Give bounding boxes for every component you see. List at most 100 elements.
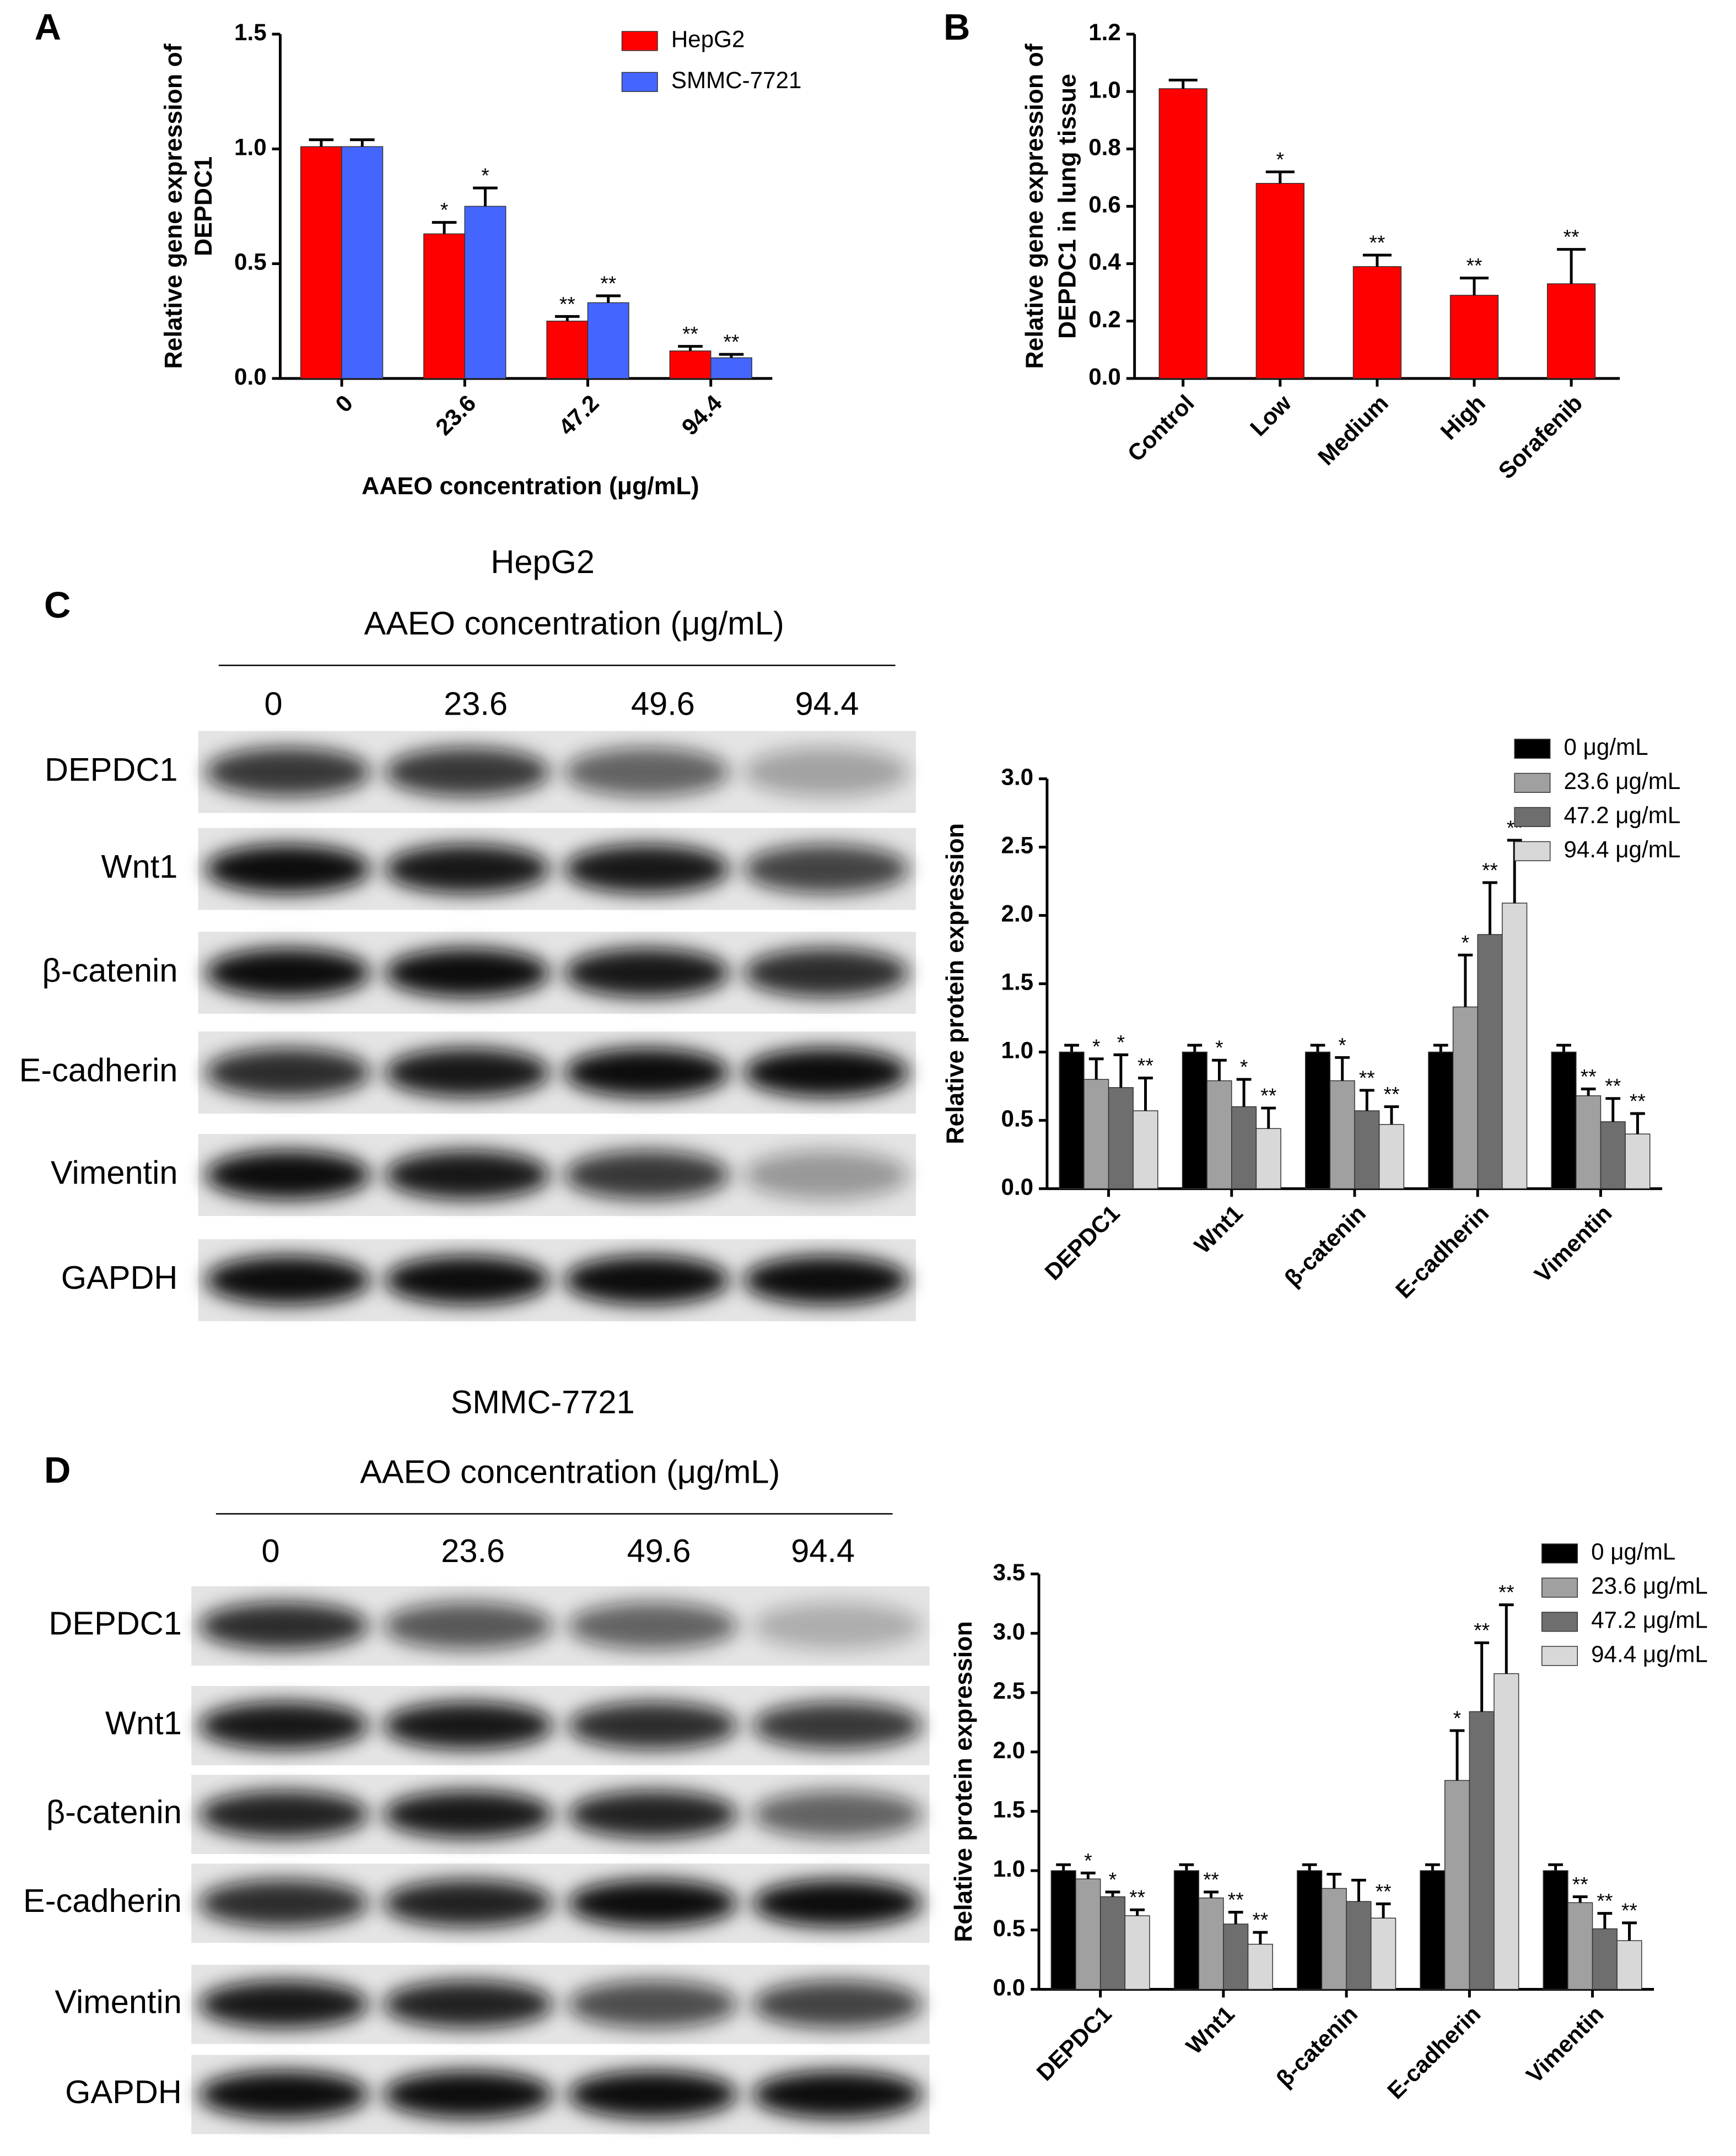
y-tick-label: 0.0 <box>993 1975 1026 2001</box>
y-tick-label: 0.0 <box>1088 364 1121 390</box>
error-bar <box>1630 1112 1645 1134</box>
blot-band <box>752 1701 923 1750</box>
blot-band <box>205 747 371 797</box>
x-tick-label: Wnt1 <box>1189 1200 1248 1258</box>
bar <box>1567 1902 1593 1990</box>
x-tick-label: DEPDC1 <box>1032 2001 1117 2085</box>
y-tick-label: 1.5 <box>1001 969 1034 995</box>
error-bar <box>1474 1641 1490 1712</box>
bar <box>1050 1870 1076 1990</box>
significance: ** <box>1359 1066 1375 1089</box>
blot-band <box>383 1602 553 1650</box>
y-tick-label: 0.0 <box>1001 1174 1034 1200</box>
blot-row-label: β-catenin <box>46 1793 182 1830</box>
legend-swatch <box>1514 807 1551 827</box>
blot-row-label: DEPDC1 <box>45 751 177 788</box>
y-tick-label: 0.6 <box>1088 192 1121 218</box>
bar <box>1546 283 1596 379</box>
error-bar <box>1458 953 1473 1007</box>
bar <box>1449 295 1499 379</box>
y-axis-label: Relative gene expression of <box>160 44 187 369</box>
bar <box>1304 1051 1331 1190</box>
blot-band <box>205 1150 371 1200</box>
blot-band <box>743 1150 909 1200</box>
blot-band <box>205 948 371 998</box>
legend-swatch <box>1541 1612 1578 1632</box>
error-bar <box>309 138 334 147</box>
y-tick-label: 2.0 <box>1001 901 1034 927</box>
significance: ** <box>682 322 698 345</box>
legend-swatch <box>621 31 658 51</box>
y-axis-label: Relative protein expression <box>942 823 969 1144</box>
legend-label: 94.4 μg/mL <box>1564 836 1680 862</box>
bar <box>1124 1915 1150 1990</box>
error-bar <box>1605 1097 1621 1122</box>
y-tick-label: 1.0 <box>993 1856 1026 1882</box>
blot-header: AAEO concentration (μg/mL) <box>364 604 784 641</box>
x-tick-label: Medium <box>1313 390 1393 471</box>
significance: ** <box>600 272 616 295</box>
error-bar <box>1113 1053 1129 1088</box>
y-tick-label: 1.0 <box>234 134 267 160</box>
significance: * <box>1453 1706 1461 1730</box>
lane-label: 49.6 <box>631 685 695 722</box>
significance: ** <box>1605 1074 1621 1098</box>
blot-band <box>568 2071 738 2119</box>
bar <box>1206 1080 1232 1190</box>
bar <box>464 206 506 379</box>
significance: ** <box>1252 1908 1268 1931</box>
error-bar <box>1088 1057 1104 1079</box>
significance: ** <box>1369 231 1385 254</box>
cell-line-title: SMMC-7721 <box>451 1384 635 1420</box>
error-bar <box>1459 277 1489 295</box>
bar <box>1551 1051 1577 1190</box>
significance: ** <box>723 330 739 353</box>
blot-row-label: Wnt1 <box>101 848 178 885</box>
bar <box>300 146 342 379</box>
x-tick-label: Vimentin <box>1521 2001 1609 2088</box>
x-tick-label: Sorafenib <box>1494 390 1588 484</box>
x-tick-label: DEPDC1 <box>1039 1200 1124 1285</box>
blot-row-label: E-cadherin <box>23 1882 182 1919</box>
y-tick-label: 1.0 <box>1088 77 1121 102</box>
bar <box>546 320 589 379</box>
blot-row-label: β-catenin <box>42 952 177 988</box>
blot-band <box>743 1047 909 1098</box>
significance: * <box>1338 1033 1346 1056</box>
legend-swatch <box>1514 738 1551 759</box>
blot-band <box>752 1879 923 1927</box>
bar <box>1592 1928 1618 1990</box>
y-tick-label: 3.0 <box>993 1618 1026 1644</box>
blot-band <box>198 2071 369 2119</box>
bar <box>1452 1006 1478 1190</box>
y-tick-label: 1.2 <box>1088 19 1121 45</box>
bar <box>1378 1124 1405 1190</box>
blot-row-label: DEPDC1 <box>48 1605 181 1642</box>
significance: ** <box>1621 1899 1637 1922</box>
error-bar <box>1179 1863 1194 1871</box>
panel-label: D <box>44 1450 71 1491</box>
lane-label: 23.6 <box>441 1532 505 1569</box>
error-bar <box>1449 1729 1465 1781</box>
error-bar <box>1581 1087 1596 1096</box>
significance: * <box>1462 931 1469 954</box>
panel-label: A <box>35 7 61 48</box>
blot-band <box>752 2071 923 2119</box>
bar <box>587 302 629 379</box>
bar <box>1352 266 1402 379</box>
y-tick-label: 0.0 <box>234 364 267 390</box>
y-tick-label: 3.5 <box>993 1559 1026 1585</box>
cell-line-title: HepG2 <box>490 543 595 580</box>
legend-swatch <box>1514 841 1551 861</box>
blot-band <box>383 2071 553 2119</box>
lane-label: 0 <box>262 1532 280 1569</box>
error-bar <box>719 353 744 358</box>
lane-label: 94.4 <box>795 685 859 722</box>
bar <box>1108 1087 1134 1190</box>
y-axis-label: DEPDC1 in lung tissue <box>1054 74 1081 339</box>
error-bar <box>1080 1871 1096 1879</box>
y-tick-label: 2.5 <box>1001 833 1034 858</box>
blot-band <box>564 948 730 998</box>
